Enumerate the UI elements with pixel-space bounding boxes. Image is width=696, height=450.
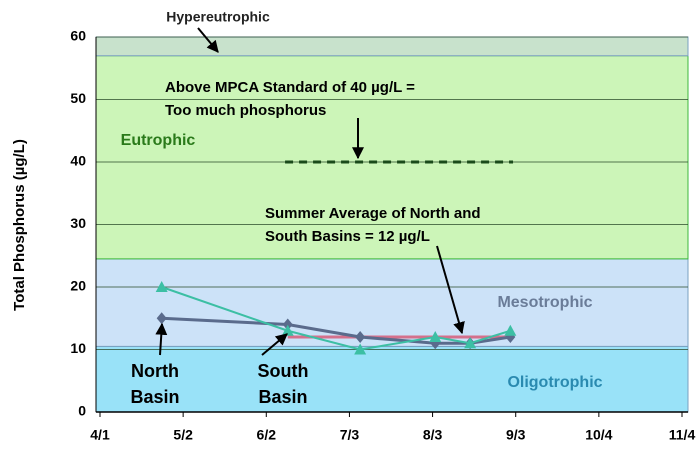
arrow	[436, 245, 465, 335]
marker	[354, 343, 367, 355]
marker	[429, 331, 442, 342]
x-tick-label: 4/1	[90, 427, 110, 443]
series-label: North Basin	[130, 361, 179, 407]
series-label: South Basin	[258, 361, 309, 407]
y-tick-label: 40	[70, 153, 86, 169]
annotation: Above MPCA Standard of 40 µg/L =	[165, 79, 415, 96]
x-tick-label: 5/2	[173, 427, 193, 443]
series-line	[161, 286, 511, 351]
band-label: Eutrophic	[121, 132, 196, 149]
y-tick-label: 60	[70, 28, 86, 44]
trophic-band	[95, 258, 689, 347]
x-tick-label: 9/3	[506, 427, 526, 443]
y-tick-label: 50	[70, 90, 86, 106]
marker	[156, 312, 167, 325]
trophic-band	[95, 55, 689, 260]
trophic-band	[95, 345, 689, 413]
annotation: South Basins = 12 µg/L	[265, 228, 430, 245]
band-label: Oligotrophic	[507, 374, 602, 391]
trophic-band	[95, 36, 689, 57]
arrow	[197, 27, 219, 53]
x-tick-label: 7/3	[340, 427, 360, 443]
y-tick-label: 20	[70, 278, 86, 294]
y-tick-label: 10	[70, 340, 86, 356]
x-tick-label: 6/2	[257, 427, 277, 443]
marker	[281, 324, 294, 336]
band-label: Hypereutrophic	[166, 9, 270, 25]
x-tick-label: 11/4	[669, 427, 696, 443]
x-tick-label: 10/4	[585, 427, 612, 443]
y-tick-label: 0	[78, 403, 86, 419]
marker	[155, 281, 168, 292]
band-label: Mesotrophic	[497, 294, 592, 311]
y-axis-label: Total Phosphorus (µg/L)	[11, 139, 28, 311]
marker	[464, 337, 477, 349]
arrow	[155, 322, 168, 356]
marker	[355, 331, 366, 343]
arrow	[261, 333, 288, 356]
y-tick-label: 30	[70, 215, 86, 231]
x-tick-label: 8/3	[423, 427, 443, 443]
annotation: Too much phosphorus	[165, 102, 326, 119]
marker	[282, 318, 293, 331]
marker	[504, 324, 517, 336]
annotation: Summer Average of North and	[265, 205, 481, 222]
